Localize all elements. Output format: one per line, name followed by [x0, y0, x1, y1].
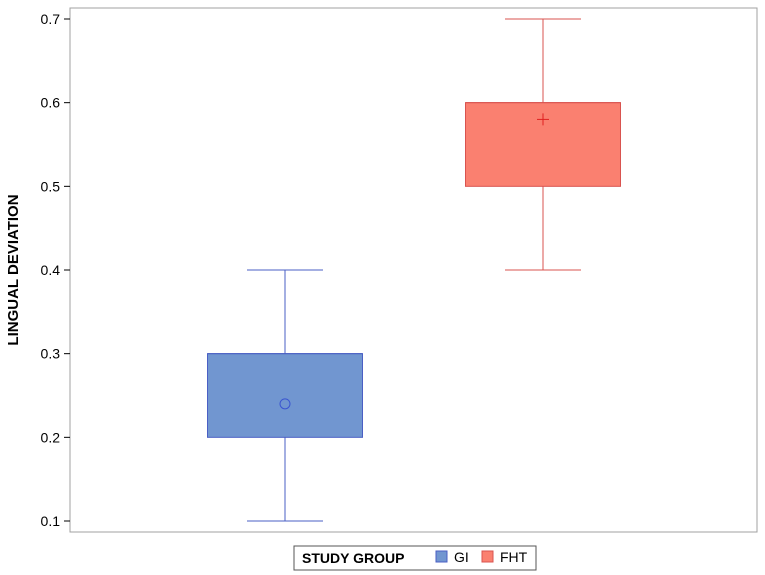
y-tick-label: 0.2 — [41, 429, 61, 445]
y-tick-label: 0.1 — [41, 513, 61, 529]
box-fht — [465, 18, 621, 271]
y-axis: 0.1 0.2 0.3 0.4 0.5 0.6 0.7 — [41, 11, 70, 529]
legend-swatch — [481, 550, 494, 563]
iqr-box — [207, 353, 363, 438]
boxes-layer — [207, 18, 621, 522]
y-axis-title: LINGUAL DEVIATION — [5, 194, 22, 345]
legend-swatch — [435, 550, 448, 563]
legend-title: STUDY GROUP — [302, 550, 404, 566]
legend: STUDY GROUP GI FHT — [293, 545, 537, 571]
legend-item-fht: FHT — [481, 549, 528, 565]
plot-frame — [69, 7, 758, 533]
mean-marker — [537, 113, 549, 126]
y-tick-label: 0.5 — [41, 178, 61, 194]
mean-marker — [279, 398, 291, 410]
legend-items: GI FHT — [435, 549, 528, 565]
legend-frame — [293, 545, 537, 571]
box-gi — [207, 269, 363, 522]
legend-label: GI — [454, 549, 469, 565]
legend-label: FHT — [500, 549, 528, 565]
y-tick-label: 0.4 — [41, 262, 61, 278]
y-tick-label: 0.3 — [41, 346, 61, 362]
y-tick-label: 0.6 — [41, 95, 61, 111]
legend-item-gi: GI — [435, 549, 469, 565]
y-tick-label: 0.7 — [41, 11, 61, 27]
